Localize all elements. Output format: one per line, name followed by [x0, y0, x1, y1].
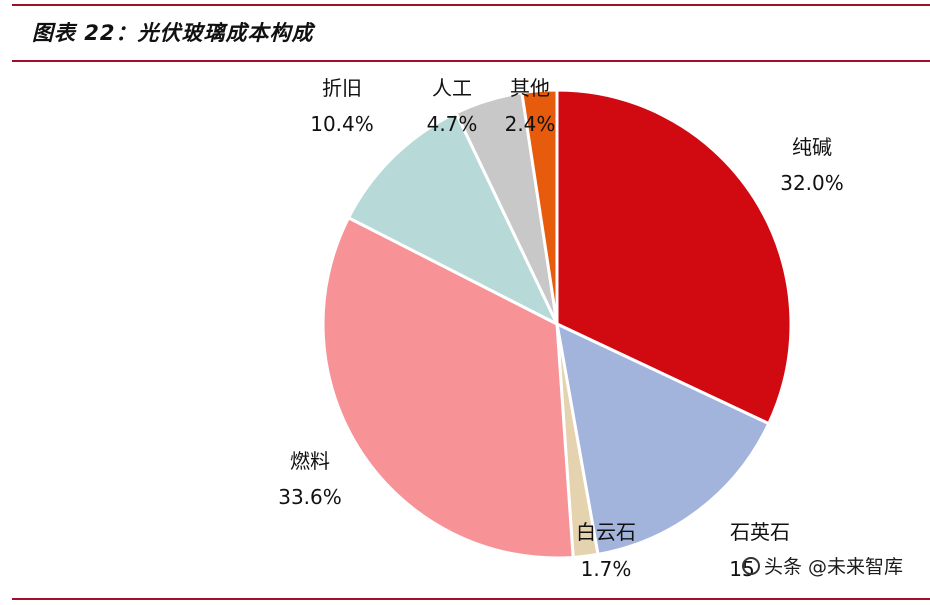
slice-value-label: 10.4% — [310, 112, 374, 136]
watermark-text: 头条 @未来智库 — [764, 556, 904, 578]
weibo-icon — [742, 557, 760, 575]
title-rule — [12, 60, 930, 62]
slice-label: 人工 — [432, 76, 472, 100]
slice-value-label: 1.7% — [581, 557, 632, 581]
chart-title: 图表 22：光伏玻璃成本构成 — [32, 21, 314, 45]
watermark: 头条 @未来智库 — [742, 552, 903, 579]
slice-label: 燃料 — [290, 449, 330, 473]
pie-slice-7 — [520, 88, 559, 326]
slice-label: 折旧 — [322, 76, 362, 100]
pie-slice-1 — [555, 88, 793, 426]
pie-slice-4 — [321, 216, 575, 560]
slice-value-label: 4.7% — [427, 112, 478, 136]
pie-slice-2 — [555, 322, 771, 556]
pie-slice-5 — [347, 111, 559, 326]
slice-label: 其他 — [510, 76, 550, 100]
slice-value-label: 2.4% — [505, 112, 556, 136]
slice-value-label: 33.6% — [278, 485, 342, 509]
top-rule — [12, 4, 930, 6]
slice-label: 白云石 — [576, 520, 636, 544]
pie-slices — [321, 88, 793, 560]
slice-value-label: 32.0% — [780, 171, 844, 195]
slice-label: 纯碱 — [792, 135, 832, 159]
slice-label: 石英石 — [730, 520, 790, 544]
bottom-rule — [12, 598, 930, 600]
pie-labels: 纯碱32.0%石英石15白云石1.7%燃料33.6%折旧10.4%人工4.7%其… — [278, 76, 844, 581]
